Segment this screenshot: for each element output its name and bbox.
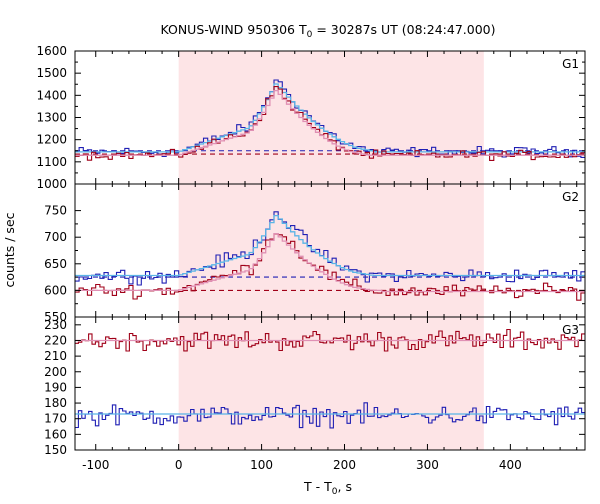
y-tick-label: 190 (44, 380, 67, 394)
y-tick-label: 160 (44, 427, 67, 441)
panel-g3-label: G3 (562, 323, 579, 337)
series-g2-light-blue (75, 214, 585, 277)
y-tick-label: 210 (44, 349, 67, 363)
y-tick-label: 600 (44, 283, 67, 297)
burst-interval-highlight (178, 51, 484, 450)
y-tick-label: 220 (44, 333, 67, 347)
series-g2-pink (75, 232, 585, 293)
x-tick-label: 0 (175, 458, 183, 472)
x-tick-label: 300 (416, 458, 439, 472)
x-tick-label: 200 (333, 458, 356, 472)
panel-g2-series (75, 211, 585, 301)
x-tick-label: 400 (499, 458, 522, 472)
y-tick-label: 550 (44, 310, 67, 324)
x-axis-label: T - T0, s (303, 479, 352, 497)
chart-title: KONUS-WIND 950306 T0 = 30287s UT (08:24:… (160, 22, 495, 40)
series-g3-blue (75, 402, 585, 429)
frame-layer: 1000110012001300140015001600G15506006507… (36, 44, 586, 472)
x-tick-label: 100 (250, 458, 273, 472)
y-tick-label: 1600 (36, 44, 67, 58)
panel-g1-series (75, 79, 585, 161)
y-tick-label: 1200 (36, 133, 67, 147)
y-tick-label: 230 (44, 318, 67, 332)
panel-g3-frame (74, 316, 586, 451)
y-tick-label: 150 (44, 443, 67, 457)
y-axis-label: counts / sec (2, 212, 17, 287)
y-tick-label: 200 (44, 365, 67, 379)
panel-g3-series (75, 328, 585, 429)
series-g1-blue (75, 79, 585, 158)
text-layer: KONUS-WIND 950306 T0 = 30287s UT (08:24:… (2, 22, 496, 497)
y-tick-label: 180 (44, 396, 67, 410)
y-tick-label: 1000 (36, 177, 67, 191)
y-tick-label: 1100 (36, 155, 67, 169)
y-tick-label: 750 (44, 204, 67, 218)
y-tick-label: 1300 (36, 111, 67, 125)
x-tick-label: -100 (82, 458, 109, 472)
y-tick-label: 700 (44, 230, 67, 244)
y-tick-label: 170 (44, 412, 67, 426)
y-tick-label: 1400 (36, 88, 67, 102)
series-g3-red (75, 328, 585, 352)
y-tick-label: 650 (44, 257, 67, 271)
highlight-layer (178, 51, 484, 450)
series-g2-blue (75, 211, 585, 286)
y-tick-label: 1500 (36, 66, 67, 80)
series-g1-pink (75, 89, 585, 156)
panel-g1-label: G1 (562, 57, 579, 71)
series-layer (75, 79, 585, 429)
panel-g2-label: G2 (562, 190, 579, 204)
